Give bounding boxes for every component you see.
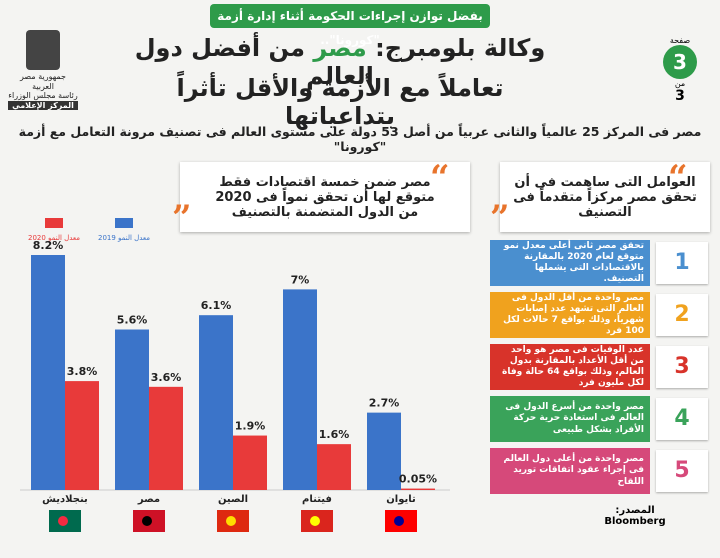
value-label: 3.6%: [151, 371, 182, 384]
factor-number: 4: [656, 398, 708, 440]
of-label: من: [674, 79, 686, 88]
quote-icon: ”: [172, 198, 192, 238]
title-part: من أفضل دول العالم: [134, 34, 374, 90]
title: وكالة بلومبرج: مصر من أفضل دول العالم: [130, 34, 550, 90]
bar: [233, 435, 267, 490]
flag-emblem: [394, 516, 404, 526]
bar: [31, 255, 65, 490]
factor-text: مصر واحدة من أسرع الدول فى العالم فى است…: [490, 396, 650, 442]
logo-text: رئاسة مجلس الوزراء: [8, 91, 78, 101]
factor-text: عدد الوفيات فى مصر هو واحد من أقل الأعدا…: [490, 344, 650, 390]
factor-number: 5: [656, 450, 708, 492]
flag-emblem: [226, 516, 236, 526]
category-label: الصين: [218, 494, 248, 505]
category-label: فيتنام: [302, 494, 332, 505]
value-label: 1.6%: [319, 428, 350, 441]
source-label: المصدر:: [615, 505, 655, 516]
quote-icon: “: [668, 158, 688, 198]
chart-title: مصر ضمن خمسة اقتصادات فقط متوقع لها أن ت…: [180, 162, 470, 232]
quote-icon: “: [430, 158, 450, 198]
bar: [401, 488, 435, 490]
factor: مصر واحدة من أسرع الدول فى العالم فى است…: [490, 396, 712, 442]
factor-number: 1: [656, 242, 708, 284]
bar: [199, 315, 233, 490]
category-label: مصر: [137, 494, 160, 505]
factor: عدد الوفيات فى مصر هو واحد من أقل الأعدا…: [490, 344, 712, 390]
bar: [149, 386, 183, 490]
value-label: 1.9%: [235, 420, 266, 433]
category-label: تايوان: [386, 494, 416, 505]
factor-number: 2: [656, 294, 708, 336]
source-name: Bloomberg: [604, 516, 666, 527]
factor-text: تحقق مصر ثانى أعلى معدل نمو متوقع لعام 2…: [490, 240, 650, 286]
factor-text: مصر واحدة من أقل الدول فى العالم التى تش…: [490, 292, 650, 338]
legend-swatch: [45, 218, 63, 228]
title-part: وكالة بلومبرج:: [375, 34, 546, 62]
title-highlight: مصر: [313, 34, 367, 62]
bar: [367, 412, 401, 490]
flag-emblem: [310, 516, 320, 526]
page-total: 3: [675, 88, 685, 104]
bar: [115, 329, 149, 490]
value-label: 7%: [291, 273, 310, 286]
flag-emblem: [58, 516, 68, 526]
value-label: 5.6%: [117, 314, 148, 327]
legend-label: معدل النمو 2019: [98, 234, 150, 242]
page-number: 3: [663, 45, 697, 79]
factor-number: 3: [656, 346, 708, 388]
subtitle: مصر فى المركز 25 عالمياً والثانى عربياً …: [18, 124, 702, 154]
logo: جمهورية مصر العربية رئاسة مجلس الوزراء ا…: [8, 30, 78, 111]
bar: [65, 381, 99, 490]
legend-label: معدل النمو 2020: [28, 234, 80, 242]
title-line: تعاملاً مع الأزمة والأقل تأثراً بتداعيات…: [176, 74, 504, 130]
bar: [283, 289, 317, 490]
logo-text: المركز الإعلامي: [8, 100, 78, 111]
emblem: [26, 30, 60, 70]
bar: [317, 444, 351, 490]
value-label: 8.2%: [33, 239, 64, 252]
quote-icon: ”: [490, 198, 510, 238]
legend-swatch: [115, 218, 133, 228]
flag-emblem: [142, 516, 152, 526]
value-label: 3.8%: [67, 365, 98, 378]
value-label: 2.7%: [369, 397, 400, 410]
source: المصدر: Bloomberg: [570, 505, 700, 527]
page-label: صفحة: [669, 36, 691, 45]
factor: مصر واحدة من أقل الدول فى العالم التى تش…: [490, 292, 712, 338]
factor: تحقق مصر ثانى أعلى معدل نمو متوقع لعام 2…: [490, 240, 712, 286]
factors-title: العوامل التى ساهمت فى أن تحقق مصر مركزاً…: [500, 162, 710, 232]
category-label: بنجلاديش: [42, 494, 88, 505]
factor: مصر واحدة من أعلى دول العالم فى إجراء عق…: [490, 448, 712, 494]
value-label: 6.1%: [201, 299, 232, 312]
factor-text: مصر واحدة من أعلى دول العالم فى إجراء عق…: [490, 448, 650, 494]
banner: بفضل توازن إجراءات الحكومة أثناء إدارة أ…: [210, 4, 490, 47]
page-badge: صفحة 3 من 3: [660, 36, 700, 104]
logo-text: جمهورية مصر العربية: [20, 72, 66, 91]
value-label: 0.05%: [399, 473, 437, 486]
